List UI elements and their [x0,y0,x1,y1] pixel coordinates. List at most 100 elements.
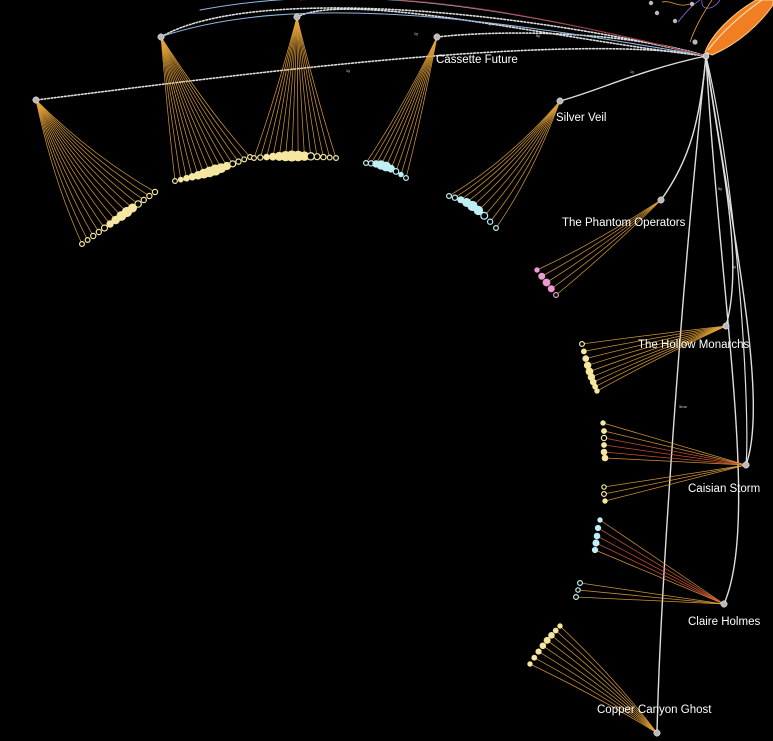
track-node[interactable] [552,627,559,634]
track-node[interactable] [538,272,546,280]
track-node[interactable] [601,428,607,434]
artist-node[interactable] [556,97,564,105]
artist-node[interactable] [293,13,301,21]
track-node[interactable] [306,152,315,161]
track-node[interactable] [531,654,538,661]
track-node[interactable] [600,420,606,426]
track-edge [272,16,298,157]
artist-label[interactable]: Caisian Storm [688,483,760,495]
track-node[interactable] [594,524,602,532]
artist-label[interactable]: The Phantom Operators [562,217,686,229]
track-node[interactable] [363,160,370,167]
track-node[interactable] [601,454,609,462]
track-node[interactable] [547,285,555,293]
track-node[interactable] [582,355,590,362]
track-edge [466,100,561,203]
artist-label[interactable]: The Hollow Monarchs [638,339,749,351]
track-node[interactable] [84,237,91,244]
track-node[interactable] [241,156,248,163]
track-edge [296,16,299,157]
track-edge [546,640,658,734]
track-node[interactable] [398,171,404,178]
artist-node[interactable] [722,322,730,330]
track-node[interactable] [313,153,321,161]
track-node[interactable] [146,192,153,200]
track-node[interactable] [600,448,608,456]
track-node[interactable] [95,228,103,236]
hub-node-cluster[interactable] [702,0,773,60]
track-edge [604,457,747,466]
track-node[interactable] [78,241,85,248]
track-node[interactable] [403,175,410,182]
track-node[interactable] [535,648,542,655]
track-node[interactable] [580,348,587,355]
track-node[interactable] [557,623,563,629]
track-node[interactable] [263,153,270,161]
artist-node[interactable] [720,600,728,608]
track-node[interactable] [548,631,555,639]
track-node[interactable] [128,203,138,213]
track-edge [35,99,133,209]
artist-label[interactable]: Copper Canyon Ghost [597,704,712,716]
track-node[interactable] [493,225,500,232]
artist-node[interactable] [657,196,665,204]
track-node[interactable] [106,220,114,228]
track-node[interactable] [333,155,340,162]
track-node[interactable] [597,517,603,523]
hub-node[interactable] [704,0,773,56]
track-node[interactable] [486,218,494,225]
track-node[interactable] [177,176,184,183]
artist-label[interactable]: Silver Veil [556,112,607,124]
track-node[interactable] [578,341,585,348]
track-node[interactable] [552,292,559,299]
track-node[interactable] [229,160,237,168]
track-node[interactable] [183,174,190,182]
track-edge [483,100,561,217]
track-node[interactable] [575,587,581,593]
track-edge [35,99,156,193]
track-node[interactable] [251,155,258,162]
track-node[interactable] [134,200,142,208]
track-node[interactable] [326,154,333,161]
track-node[interactable] [600,434,608,442]
artist-links-layer [35,0,755,734]
artist-node[interactable] [653,729,661,737]
track-node[interactable] [172,178,179,185]
track-node[interactable] [543,636,551,644]
track-node[interactable] [451,194,459,201]
artist-label[interactable]: Cassette Future [436,54,518,66]
track-node[interactable] [601,442,607,448]
track-node[interactable] [480,211,489,220]
artist-label[interactable]: Claire Holmes [688,616,760,628]
track-node[interactable] [446,193,453,200]
track-node[interactable] [392,168,400,175]
track-node[interactable] [592,539,600,547]
track-node[interactable] [100,224,109,232]
track-node[interactable] [473,205,484,216]
track-node[interactable] [90,232,97,240]
track-node[interactable] [320,153,327,161]
track-node[interactable] [542,278,551,287]
track-node[interactable] [140,196,147,204]
track-node[interactable] [534,267,540,273]
track-node[interactable] [151,188,159,196]
track-node[interactable] [600,491,607,498]
track-node[interactable] [593,532,601,540]
track-node[interactable] [527,661,533,667]
track-node[interactable] [601,484,607,490]
track-node[interactable] [572,593,579,600]
track-node[interactable] [594,388,600,394]
artist-node[interactable] [32,96,40,104]
track-node[interactable] [235,158,242,165]
track-edge [472,100,561,207]
artist-node[interactable] [742,461,750,469]
artist-node[interactable] [433,33,441,41]
track-node[interactable] [591,546,599,554]
track-node[interactable] [576,579,583,586]
hub-center[interactable] [702,52,710,60]
track-node[interactable] [539,642,547,650]
track-node[interactable] [602,498,608,504]
track-node[interactable] [257,154,264,161]
artist-node[interactable] [157,33,165,41]
